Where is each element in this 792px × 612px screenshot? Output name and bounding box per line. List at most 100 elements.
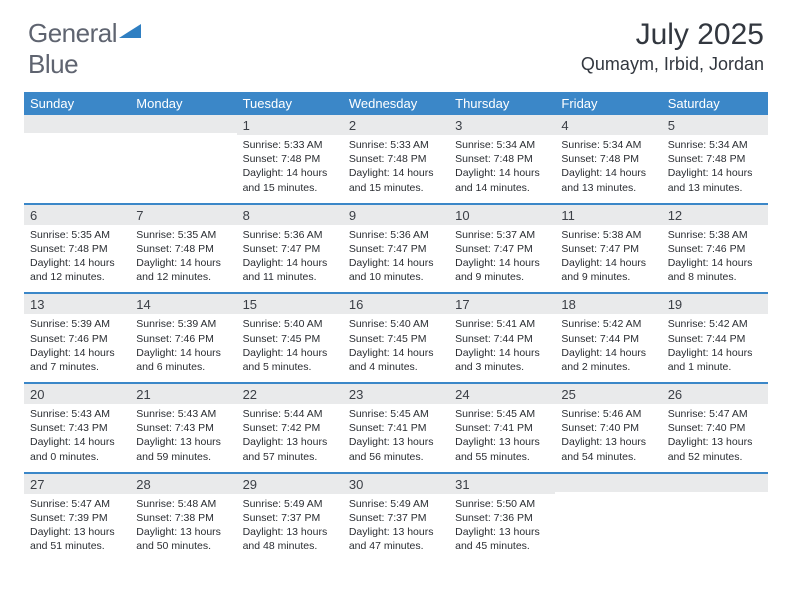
day-cell: 13Sunrise: 5:39 AMSunset: 7:46 PMDayligh… <box>24 294 130 382</box>
day-cell: 26Sunrise: 5:47 AMSunset: 7:40 PMDayligh… <box>662 384 768 472</box>
day-number: 28 <box>130 474 236 494</box>
day-number: 30 <box>343 474 449 494</box>
week-row: 27Sunrise: 5:47 AMSunset: 7:39 PMDayligh… <box>24 474 768 562</box>
weekday-cell: Wednesday <box>343 92 449 115</box>
sunset-line: Sunset: 7:43 PM <box>136 421 230 435</box>
day-body: Sunrise: 5:33 AMSunset: 7:48 PMDaylight:… <box>237 135 343 203</box>
day-body: Sunrise: 5:37 AMSunset: 7:47 PMDaylight:… <box>449 225 555 293</box>
daylight-line: Daylight: 14 hours and 1 minute. <box>668 346 762 374</box>
day-number: 10 <box>449 205 555 225</box>
day-cell <box>555 474 661 562</box>
sunrise-line: Sunrise: 5:38 AM <box>561 228 655 242</box>
day-number: 5 <box>662 115 768 135</box>
daylight-line: Daylight: 13 hours and 59 minutes. <box>136 435 230 463</box>
day-cell: 23Sunrise: 5:45 AMSunset: 7:41 PMDayligh… <box>343 384 449 472</box>
day-number: 26 <box>662 384 768 404</box>
day-number: 9 <box>343 205 449 225</box>
day-number <box>555 474 661 492</box>
day-number <box>662 474 768 492</box>
day-body: Sunrise: 5:49 AMSunset: 7:37 PMDaylight:… <box>343 494 449 562</box>
sunset-line: Sunset: 7:48 PM <box>668 152 762 166</box>
sunrise-line: Sunrise: 5:42 AM <box>668 317 762 331</box>
sunrise-line: Sunrise: 5:38 AM <box>668 228 762 242</box>
sunset-line: Sunset: 7:45 PM <box>243 332 337 346</box>
sunset-line: Sunset: 7:37 PM <box>349 511 443 525</box>
week-row: 20Sunrise: 5:43 AMSunset: 7:43 PMDayligh… <box>24 384 768 474</box>
daylight-line: Daylight: 14 hours and 13 minutes. <box>561 166 655 194</box>
day-body: Sunrise: 5:38 AMSunset: 7:47 PMDaylight:… <box>555 225 661 293</box>
day-cell: 25Sunrise: 5:46 AMSunset: 7:40 PMDayligh… <box>555 384 661 472</box>
day-body <box>662 492 768 550</box>
sunset-line: Sunset: 7:46 PM <box>30 332 124 346</box>
sunrise-line: Sunrise: 5:44 AM <box>243 407 337 421</box>
day-body: Sunrise: 5:42 AMSunset: 7:44 PMDaylight:… <box>555 314 661 382</box>
day-body: Sunrise: 5:34 AMSunset: 7:48 PMDaylight:… <box>555 135 661 203</box>
daylight-line: Daylight: 14 hours and 4 minutes. <box>349 346 443 374</box>
daylight-line: Daylight: 14 hours and 12 minutes. <box>30 256 124 284</box>
day-cell: 18Sunrise: 5:42 AMSunset: 7:44 PMDayligh… <box>555 294 661 382</box>
sunset-line: Sunset: 7:44 PM <box>668 332 762 346</box>
sunset-line: Sunset: 7:47 PM <box>349 242 443 256</box>
sunrise-line: Sunrise: 5:40 AM <box>243 317 337 331</box>
sunrise-line: Sunrise: 5:33 AM <box>349 138 443 152</box>
weekday-header-row: SundayMondayTuesdayWednesdayThursdayFrid… <box>24 92 768 115</box>
sunset-line: Sunset: 7:48 PM <box>136 242 230 256</box>
day-cell: 24Sunrise: 5:45 AMSunset: 7:41 PMDayligh… <box>449 384 555 472</box>
day-cell: 29Sunrise: 5:49 AMSunset: 7:37 PMDayligh… <box>237 474 343 562</box>
day-body: Sunrise: 5:41 AMSunset: 7:44 PMDaylight:… <box>449 314 555 382</box>
day-body: Sunrise: 5:45 AMSunset: 7:41 PMDaylight:… <box>343 404 449 472</box>
day-body: Sunrise: 5:47 AMSunset: 7:39 PMDaylight:… <box>24 494 130 562</box>
week-row: 13Sunrise: 5:39 AMSunset: 7:46 PMDayligh… <box>24 294 768 384</box>
day-cell: 19Sunrise: 5:42 AMSunset: 7:44 PMDayligh… <box>662 294 768 382</box>
day-cell: 2Sunrise: 5:33 AMSunset: 7:48 PMDaylight… <box>343 115 449 203</box>
sunset-line: Sunset: 7:42 PM <box>243 421 337 435</box>
daylight-line: Daylight: 13 hours and 51 minutes. <box>30 525 124 553</box>
week-row: 6Sunrise: 5:35 AMSunset: 7:48 PMDaylight… <box>24 205 768 295</box>
day-number: 23 <box>343 384 449 404</box>
day-body: Sunrise: 5:39 AMSunset: 7:46 PMDaylight:… <box>130 314 236 382</box>
daylight-line: Daylight: 13 hours and 50 minutes. <box>136 525 230 553</box>
day-body: Sunrise: 5:50 AMSunset: 7:36 PMDaylight:… <box>449 494 555 562</box>
day-cell: 10Sunrise: 5:37 AMSunset: 7:47 PMDayligh… <box>449 205 555 293</box>
month-title: July 2025 <box>581 18 764 52</box>
day-cell <box>662 474 768 562</box>
day-cell: 5Sunrise: 5:34 AMSunset: 7:48 PMDaylight… <box>662 115 768 203</box>
day-number: 21 <box>130 384 236 404</box>
weekday-cell: Monday <box>130 92 236 115</box>
sunset-line: Sunset: 7:44 PM <box>561 332 655 346</box>
day-cell: 7Sunrise: 5:35 AMSunset: 7:48 PMDaylight… <box>130 205 236 293</box>
day-number: 12 <box>662 205 768 225</box>
daylight-line: Daylight: 14 hours and 2 minutes. <box>561 346 655 374</box>
daylight-line: Daylight: 14 hours and 0 minutes. <box>30 435 124 463</box>
sunrise-line: Sunrise: 5:50 AM <box>455 497 549 511</box>
sunrise-line: Sunrise: 5:49 AM <box>243 497 337 511</box>
daylight-line: Daylight: 14 hours and 5 minutes. <box>243 346 337 374</box>
day-body: Sunrise: 5:35 AMSunset: 7:48 PMDaylight:… <box>130 225 236 293</box>
day-cell: 12Sunrise: 5:38 AMSunset: 7:46 PMDayligh… <box>662 205 768 293</box>
day-number: 27 <box>24 474 130 494</box>
daylight-line: Daylight: 14 hours and 15 minutes. <box>349 166 443 194</box>
sunset-line: Sunset: 7:40 PM <box>561 421 655 435</box>
logo: General Blue <box>28 18 141 80</box>
sunrise-line: Sunrise: 5:37 AM <box>455 228 549 242</box>
daylight-line: Daylight: 14 hours and 14 minutes. <box>455 166 549 194</box>
sunrise-line: Sunrise: 5:48 AM <box>136 497 230 511</box>
day-number: 29 <box>237 474 343 494</box>
daylight-line: Daylight: 14 hours and 12 minutes. <box>136 256 230 284</box>
daylight-line: Daylight: 13 hours and 55 minutes. <box>455 435 549 463</box>
sunrise-line: Sunrise: 5:35 AM <box>136 228 230 242</box>
day-body <box>130 133 236 191</box>
day-cell: 6Sunrise: 5:35 AMSunset: 7:48 PMDaylight… <box>24 205 130 293</box>
weekday-cell: Thursday <box>449 92 555 115</box>
sunrise-line: Sunrise: 5:45 AM <box>349 407 443 421</box>
sunrise-line: Sunrise: 5:36 AM <box>349 228 443 242</box>
day-cell: 28Sunrise: 5:48 AMSunset: 7:38 PMDayligh… <box>130 474 236 562</box>
daylight-line: Daylight: 14 hours and 15 minutes. <box>243 166 337 194</box>
day-number <box>130 115 236 133</box>
day-number: 17 <box>449 294 555 314</box>
sunrise-line: Sunrise: 5:34 AM <box>561 138 655 152</box>
day-body: Sunrise: 5:34 AMSunset: 7:48 PMDaylight:… <box>662 135 768 203</box>
day-body: Sunrise: 5:42 AMSunset: 7:44 PMDaylight:… <box>662 314 768 382</box>
day-body: Sunrise: 5:40 AMSunset: 7:45 PMDaylight:… <box>237 314 343 382</box>
day-number: 25 <box>555 384 661 404</box>
